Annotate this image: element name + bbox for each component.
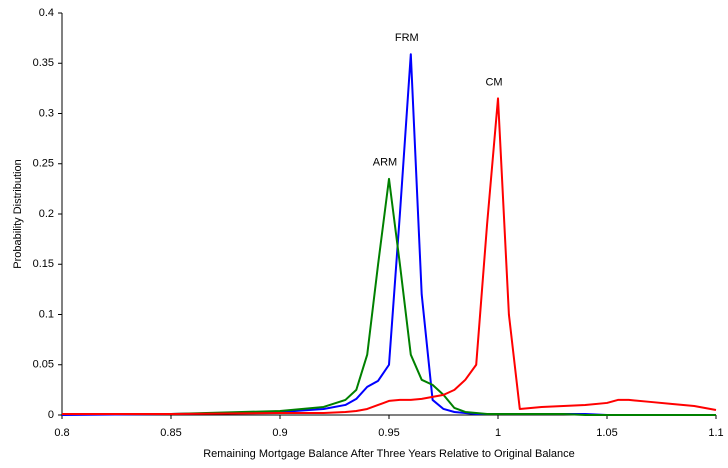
x-tick-label: 1.1 bbox=[708, 427, 723, 439]
x-tick-label: 0.9 bbox=[272, 427, 287, 439]
y-tick-label: 0.35 bbox=[33, 57, 54, 69]
x-axis-label: Remaining Mortgage Balance After Three Y… bbox=[203, 448, 575, 460]
x-tick-label: 0.8 bbox=[54, 427, 69, 439]
x-tick-label: 1 bbox=[495, 427, 501, 439]
y-tick-label: 0.25 bbox=[33, 158, 54, 170]
x-tick-label: 0.85 bbox=[160, 427, 181, 439]
y-tick-label: 0.1 bbox=[39, 308, 54, 320]
y-tick-label: 0.4 bbox=[39, 7, 54, 19]
line-series bbox=[61, 53, 716, 416]
series-label: ARM bbox=[373, 157, 397, 169]
y-tick-label: 0.3 bbox=[39, 107, 54, 119]
line-series bbox=[62, 97, 717, 415]
y-tick-label: 0.05 bbox=[33, 359, 54, 371]
y-tick-label: 0.15 bbox=[33, 258, 54, 270]
line-series bbox=[62, 177, 716, 416]
x-tick-label: 1.05 bbox=[596, 427, 617, 439]
series-label: FRM bbox=[395, 32, 419, 44]
y-tick-label: 0.2 bbox=[39, 208, 54, 220]
series-label: CM bbox=[485, 76, 502, 88]
x-tick-label: 0.95 bbox=[378, 427, 399, 439]
y-axis-label: Probability Distribution bbox=[12, 159, 24, 268]
y-tick-label: 0 bbox=[48, 409, 54, 421]
